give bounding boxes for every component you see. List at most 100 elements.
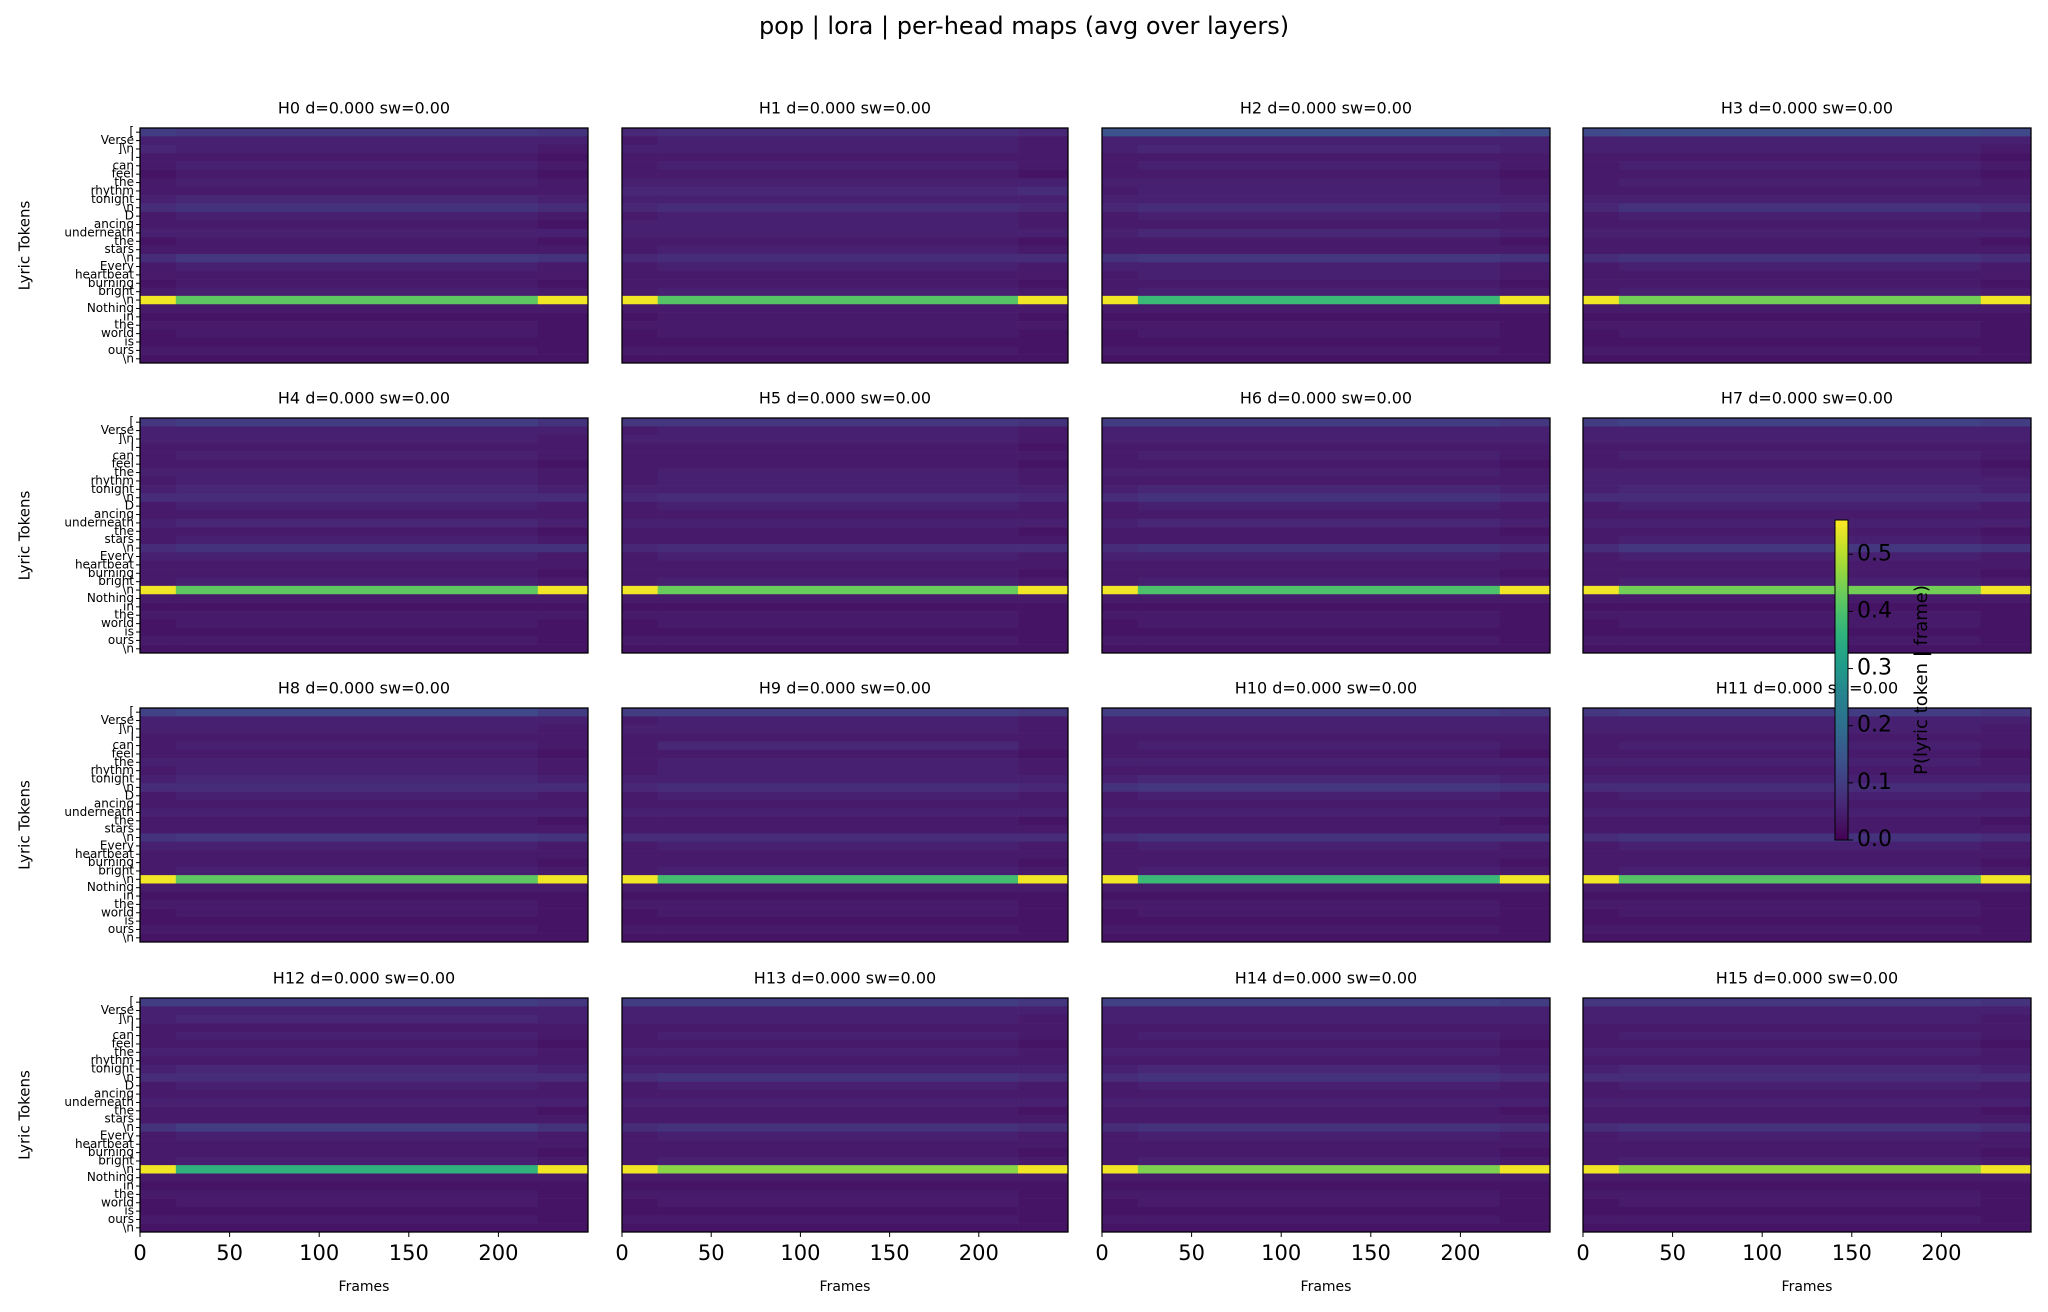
heatmap-cell [1102, 841, 1139, 851]
heatmap-cell [1583, 783, 1620, 792]
heatmap-cell [537, 434, 589, 444]
y-tick-label: in [123, 309, 134, 323]
heatmap-cell [1137, 741, 1501, 751]
heatmap-cell [622, 552, 658, 561]
heatmap-cell [537, 443, 589, 452]
heatmap-cell [1583, 741, 1620, 751]
heatmap-cell [657, 577, 1019, 587]
heatmap-cell [622, 1081, 658, 1091]
heatmap-cell [1137, 925, 1501, 934]
heatmap-cell [1980, 933, 2032, 943]
heatmap-cell [140, 900, 177, 909]
heatmap-cell [1102, 1048, 1139, 1057]
heatmap-cell [657, 585, 1019, 595]
panel-frame [621, 997, 1069, 1233]
heatmap-cell [1102, 716, 1139, 726]
heatmap-cell [1618, 211, 1982, 221]
heatmap-cell [657, 1148, 1019, 1158]
y-tick-label: ancing [94, 507, 134, 521]
heatmap-cell [1102, 774, 1139, 784]
panel-title: H14 d=0.000 sw=0.00 [1235, 969, 1417, 988]
heatmap-cell [1102, 418, 1139, 427]
heatmap-cell [657, 1190, 1019, 1199]
heatmap-cell [1499, 543, 1551, 553]
heatmap-cell [1102, 766, 1139, 776]
heatmap-cell [1018, 602, 1069, 612]
heatmap-cell [175, 733, 539, 742]
heatmap-cell [1618, 518, 1982, 528]
heatmap-cell [1018, 1056, 1069, 1066]
heatmap-cell [1499, 527, 1551, 536]
heatmap-cell [1137, 733, 1501, 742]
heatmap-cell [1980, 1023, 2032, 1032]
heatmap-cell [1018, 418, 1069, 427]
y-tick-label: heartbeat [75, 267, 134, 281]
heatmap-cell [140, 312, 177, 322]
heatmap-cell [537, 1215, 589, 1224]
heatmap-cell [537, 253, 589, 263]
heatmap-cell [537, 636, 589, 645]
y-tick-label: \n [122, 200, 134, 214]
heatmap-cell [537, 791, 589, 801]
y-tick-label: \n [122, 293, 134, 307]
heatmap-cell [537, 916, 589, 926]
heatmap-cell [537, 1098, 589, 1107]
heatmap-cell [1618, 1031, 1982, 1041]
heatmap-cell [657, 1131, 1019, 1141]
heatmap-cell [140, 627, 177, 637]
heatmap-cell [1018, 799, 1069, 809]
panel-title: H8 d=0.000 sw=0.00 [278, 679, 450, 698]
y-tick-label: world [101, 616, 134, 630]
x-tick-label: 50 [216, 1241, 243, 1265]
heatmap-cell [622, 636, 658, 645]
heatmap-cell [175, 211, 539, 221]
heatmap-cell [622, 1173, 658, 1183]
heatmap-cell [657, 321, 1019, 330]
heatmap-cell [1980, 329, 2032, 339]
heatmap-cell [1980, 493, 2032, 503]
heatmap-cell [657, 501, 1019, 511]
heatmap-cell [1980, 443, 2032, 452]
heatmap-cell [1137, 228, 1501, 238]
heatmap-cell [537, 518, 589, 528]
heatmap-cell [1499, 443, 1551, 452]
heatmap-cell [1102, 758, 1139, 767]
y-tick-label: Verse [101, 423, 134, 437]
heatmap-cell [1499, 791, 1551, 801]
heatmap-cell [1018, 1223, 1069, 1233]
heatmap-cell [1018, 708, 1069, 717]
heatmap-cell [1499, 418, 1551, 427]
heatmap-cell [1018, 816, 1069, 826]
heatmap-cell [1102, 611, 1139, 620]
x-axis-label: Frames [1782, 1279, 1833, 1295]
heatmap-cell [622, 825, 658, 834]
heatmap-cell [1137, 569, 1501, 578]
x-axis-label: Frames [820, 1279, 871, 1295]
heatmap-cell [1618, 1131, 1982, 1141]
heatmap-cell [1980, 270, 2032, 280]
heatmap-cell [1102, 321, 1139, 330]
heatmap-cell [140, 1190, 177, 1199]
heatmap-cell [1499, 237, 1551, 246]
heatmap-cell [140, 426, 177, 436]
heatmap-cell [622, 426, 658, 436]
heatmap-cell [537, 585, 589, 595]
heatmap-cell [1102, 585, 1139, 595]
heatmap-cell [1618, 493, 1982, 503]
heatmap-cell [1583, 304, 1620, 313]
heatmap-cell [1102, 1165, 1139, 1174]
heatmap-cell [1980, 741, 2032, 751]
heatmap-cell [622, 1181, 658, 1191]
heatmap-cell [175, 128, 539, 137]
heatmap-cell [1583, 426, 1620, 436]
heatmap-cell [1583, 518, 1620, 528]
heatmap-cell [1018, 611, 1069, 620]
heatmap-cell [1018, 577, 1069, 587]
y-tick-label: \n [122, 930, 134, 944]
heatmap-cell [1583, 459, 1620, 469]
heatmap-cell [622, 1006, 658, 1016]
y-tick-label: D [125, 209, 134, 223]
heatmap-cell [1499, 875, 1551, 884]
heatmap-cell [1980, 774, 2032, 784]
heatmap-cell [1137, 321, 1501, 330]
